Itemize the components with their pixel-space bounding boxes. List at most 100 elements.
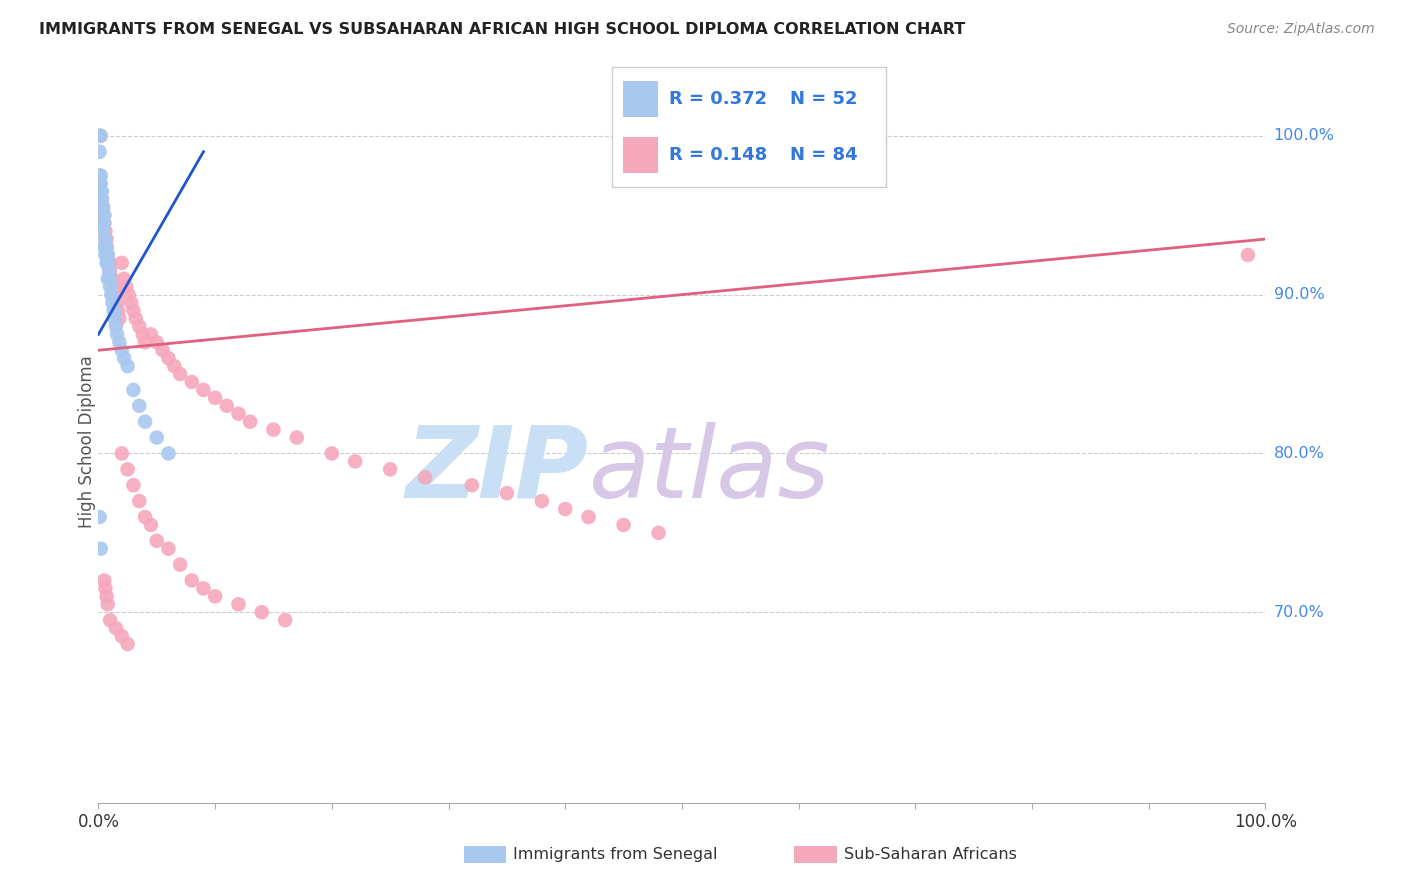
Point — [93, 208, 115, 222]
Point — [94, 232, 117, 246]
Point — [108, 335, 131, 350]
Point — [152, 343, 174, 358]
Point — [97, 272, 120, 286]
Point — [111, 256, 134, 270]
Point — [93, 216, 115, 230]
Point — [204, 590, 226, 604]
Text: 90.0%: 90.0% — [1274, 287, 1324, 302]
Point — [193, 582, 215, 596]
Text: Sub-Saharan Africans: Sub-Saharan Africans — [844, 847, 1017, 862]
Point — [89, 177, 111, 191]
Point — [104, 287, 127, 301]
Point — [97, 256, 120, 270]
Point — [100, 287, 122, 301]
FancyBboxPatch shape — [623, 136, 658, 173]
Point — [101, 295, 124, 310]
Point — [90, 200, 112, 214]
Point — [91, 200, 114, 214]
Point — [111, 343, 134, 358]
Text: R = 0.372: R = 0.372 — [669, 90, 768, 109]
Point — [122, 383, 145, 397]
Text: 80.0%: 80.0% — [1274, 446, 1324, 461]
Point — [274, 613, 297, 627]
Point — [157, 446, 180, 460]
Point — [90, 200, 112, 214]
Point — [93, 208, 115, 222]
Point — [90, 208, 112, 222]
Point — [122, 303, 145, 318]
Point — [193, 383, 215, 397]
Point — [321, 446, 343, 460]
Point — [98, 272, 121, 286]
Text: 100.0%: 100.0% — [1274, 128, 1334, 144]
Y-axis label: High School Diploma: High School Diploma — [79, 355, 96, 528]
Point — [90, 216, 112, 230]
FancyBboxPatch shape — [623, 81, 658, 118]
Point — [112, 272, 135, 286]
Point — [94, 224, 117, 238]
Point — [93, 216, 115, 230]
Point — [104, 621, 127, 635]
Point — [118, 287, 141, 301]
Point — [93, 574, 115, 588]
Point — [96, 240, 118, 254]
Point — [128, 494, 150, 508]
Point — [89, 128, 111, 143]
Point — [139, 517, 162, 532]
Point — [146, 335, 169, 350]
Point — [94, 240, 117, 254]
Point — [228, 597, 250, 611]
Point — [380, 462, 402, 476]
Point — [90, 200, 112, 214]
Text: Source: ZipAtlas.com: Source: ZipAtlas.com — [1227, 22, 1375, 37]
Point — [134, 510, 156, 524]
Point — [90, 193, 112, 207]
Point — [89, 145, 111, 159]
Point — [204, 391, 226, 405]
Point — [97, 272, 120, 286]
Point — [169, 558, 191, 572]
Point — [93, 240, 115, 254]
Point — [94, 232, 117, 246]
Point — [90, 208, 112, 222]
Point — [90, 128, 112, 143]
Point — [496, 486, 519, 500]
Point — [96, 256, 118, 270]
Point — [91, 208, 114, 222]
Point — [98, 613, 121, 627]
Point — [91, 208, 114, 222]
Point — [108, 311, 131, 326]
Point — [578, 510, 600, 524]
Point — [169, 367, 191, 381]
Point — [90, 185, 112, 199]
Point — [157, 351, 180, 366]
Point — [98, 264, 121, 278]
Point — [90, 185, 112, 199]
Point — [107, 303, 129, 318]
Point — [90, 541, 112, 556]
Point — [125, 311, 148, 326]
Point — [96, 248, 118, 262]
Point — [96, 590, 118, 604]
Point — [104, 311, 127, 326]
Point — [215, 399, 238, 413]
Point — [180, 574, 202, 588]
Point — [89, 128, 111, 143]
Point — [103, 303, 125, 318]
Text: IMMIGRANTS FROM SENEGAL VS SUBSAHARAN AFRICAN HIGH SCHOOL DIPLOMA CORRELATION CH: IMMIGRANTS FROM SENEGAL VS SUBSAHARAN AF… — [39, 22, 966, 37]
Point — [105, 295, 128, 310]
Point — [344, 454, 367, 468]
Point — [146, 533, 169, 548]
Point — [180, 375, 202, 389]
Point — [104, 287, 127, 301]
Point — [120, 295, 142, 310]
Point — [461, 478, 484, 492]
Point — [90, 193, 112, 207]
Point — [111, 629, 134, 643]
Point — [139, 327, 162, 342]
Point — [115, 279, 138, 293]
Point — [101, 272, 124, 286]
Point — [89, 510, 111, 524]
Point — [96, 232, 118, 246]
Point — [91, 216, 114, 230]
